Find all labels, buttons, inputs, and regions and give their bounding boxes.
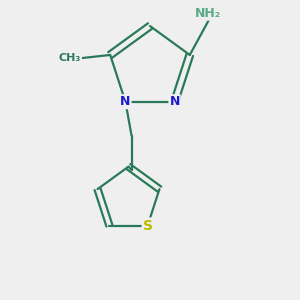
Text: NH₂: NH₂	[195, 7, 221, 20]
Text: N: N	[120, 95, 130, 108]
Text: S: S	[142, 218, 153, 233]
Text: N: N	[169, 95, 180, 108]
Text: CH₃: CH₃	[59, 53, 81, 63]
